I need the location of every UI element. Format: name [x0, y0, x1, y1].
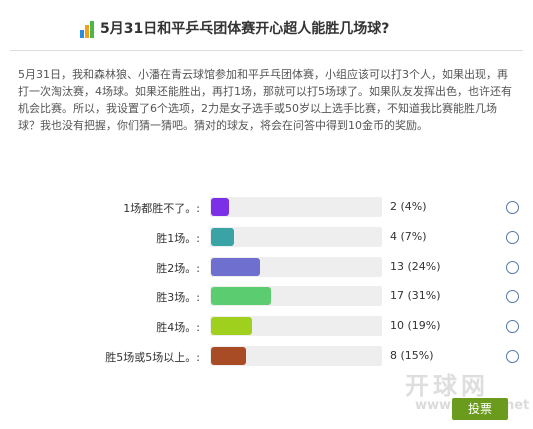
poll-title: 5月31日和平乒乓团体赛开心超人能胜几场球?	[100, 21, 390, 37]
divider	[10, 50, 523, 51]
option-result: 4 (7%)	[390, 229, 427, 243]
bar-track	[210, 197, 382, 217]
bar-track	[210, 346, 382, 366]
option-result: 2 (4%)	[390, 200, 427, 213]
option-label: 胜4场。:	[156, 321, 200, 335]
radio-button[interactable]	[506, 230, 519, 244]
radio-button[interactable]	[506, 201, 519, 214]
option-result: 10 (19%)	[390, 319, 441, 333]
radio-button[interactable]	[506, 350, 519, 363]
option-result: 17 (31%)	[390, 289, 441, 303]
bar	[211, 347, 247, 365]
radio-button[interactable]	[506, 260, 519, 274]
bar	[211, 227, 234, 246]
bar	[211, 257, 261, 276]
bar-track	[210, 226, 382, 247]
option-label: 胜5场或5场以上。:	[105, 351, 200, 364]
radio-button[interactable]	[506, 290, 519, 304]
watermark: 开球网	[405, 372, 489, 400]
bar	[211, 198, 230, 216]
option-result: 8 (15%)	[390, 349, 434, 362]
bar-track	[210, 316, 382, 337]
option-label: 胜2场。:	[156, 261, 200, 275]
option-label: 1场都胜不了。:	[123, 202, 200, 215]
chart-icon	[80, 21, 94, 38]
option-result: 13 (24%)	[390, 259, 441, 273]
bar	[211, 317, 253, 336]
option-label: 胜3场。:	[156, 291, 200, 305]
radio-button[interactable]	[506, 320, 519, 334]
bar	[211, 287, 272, 306]
description: 5月31日，我和森林狼、小潘在青云球馆参加和平乒乓团体赛，小组应该可以打3个人，…	[18, 68, 512, 132]
vote-button[interactable]: 投票	[452, 398, 508, 420]
option-label: 胜1场。:	[156, 231, 200, 245]
